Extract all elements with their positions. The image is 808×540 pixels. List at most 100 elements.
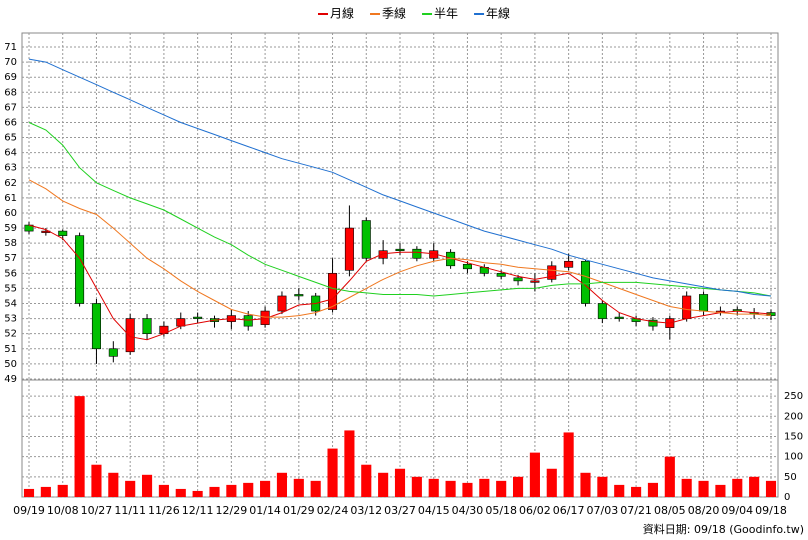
- candle-body: [597, 303, 607, 319]
- volume-bar: [732, 478, 743, 497]
- x-tick-label: 10/27: [81, 504, 113, 517]
- y-tick-label: 50: [4, 359, 17, 370]
- candle-body: [496, 273, 506, 277]
- volume-bar: [698, 480, 709, 497]
- volume-bar: [344, 430, 355, 497]
- volume-bar: [445, 480, 456, 497]
- volume-bar: [192, 490, 203, 497]
- x-tick-label: 03/12: [350, 504, 382, 517]
- x-tick-label: 08/05: [654, 504, 686, 517]
- volume-bar: [614, 484, 625, 497]
- candle-body: [58, 230, 68, 236]
- candle-body: [344, 227, 354, 271]
- candle-body: [580, 260, 591, 304]
- candle-body: [243, 315, 253, 327]
- volume-bar: [378, 472, 389, 497]
- y-tick-label: 60: [4, 208, 17, 219]
- volume-bar: [125, 480, 136, 497]
- candle-body: [142, 318, 152, 334]
- volume-bar: [462, 482, 473, 497]
- candle-body: [328, 273, 338, 310]
- candle-body: [648, 319, 658, 327]
- candle-body: [564, 260, 574, 268]
- x-tick-label: 09/04: [721, 504, 753, 517]
- volume-bar: [631, 486, 642, 497]
- legend-label: 年線: [486, 6, 510, 21]
- y-tick-label: 51: [4, 344, 17, 355]
- y-tick-label: 68: [4, 87, 17, 98]
- x-tick-label: 07/21: [620, 504, 652, 517]
- volume-bar: [40, 486, 51, 497]
- ma-line: [28, 122, 772, 297]
- y-tick-label: 50: [784, 472, 797, 483]
- volume-bar: [74, 396, 85, 497]
- candle-body: [260, 310, 270, 325]
- candle-body: [395, 248, 405, 252]
- y-tick-label: 66: [4, 117, 17, 128]
- volume-bar: [529, 452, 540, 497]
- ma-line: [28, 179, 772, 318]
- volume-bar: [597, 476, 608, 497]
- x-tick-label: 05/18: [485, 504, 517, 517]
- candle-body: [361, 220, 371, 259]
- y-tick-label: 71: [4, 42, 17, 53]
- candle-body: [24, 224, 34, 232]
- volume-bar: [479, 478, 490, 497]
- volume-bar: [91, 464, 102, 497]
- candle-body: [176, 318, 186, 327]
- candle-body: [378, 250, 388, 259]
- y-tick-label: 52: [4, 329, 17, 340]
- y-tick-label: 200: [784, 411, 803, 422]
- volume-bar: [141, 474, 153, 497]
- y-tick-label: 49: [4, 374, 17, 385]
- y-tick-label: 64: [4, 148, 17, 159]
- x-tick-label: 01/29: [283, 504, 315, 517]
- candle-body: [193, 316, 203, 319]
- volume-bar: [647, 482, 659, 497]
- volume-bar: [496, 480, 507, 497]
- candle-body: [547, 265, 557, 280]
- volume-bar: [512, 476, 524, 497]
- volume-bar: [209, 486, 220, 497]
- candle-body: [277, 295, 287, 312]
- candle-body: [125, 318, 135, 353]
- volume-bar: [749, 476, 760, 497]
- volume-bar: [563, 432, 574, 497]
- y-tick-label: 150: [784, 431, 803, 442]
- legend-label: 季線: [382, 6, 406, 21]
- y-tick-label: 56: [4, 268, 17, 279]
- x-tick-label: 12/11: [182, 504, 214, 517]
- volume-bar: [664, 456, 675, 497]
- x-tick-label: 04/15: [418, 504, 450, 517]
- x-tick-label: 07/03: [587, 504, 619, 517]
- volume-bar: [108, 472, 119, 497]
- y-tick-label: 63: [4, 163, 17, 174]
- candle-body: [462, 263, 472, 270]
- volume-bar: [681, 478, 692, 497]
- candle-body: [412, 248, 422, 259]
- volume-bar: [361, 464, 372, 497]
- x-tick-label: 11/11: [114, 504, 146, 517]
- x-tick-label: 12/29: [216, 504, 248, 517]
- ma-line: [28, 224, 772, 341]
- y-tick-label: 62: [4, 178, 17, 189]
- y-tick-label: 57: [4, 253, 17, 264]
- volume-bar: [226, 484, 237, 497]
- x-tick-label: 06/02: [519, 504, 551, 517]
- legend-label: 半年: [434, 7, 458, 21]
- y-tick-label: 67: [4, 102, 17, 113]
- x-tick-label: 10/08: [47, 504, 79, 517]
- candle-body: [91, 303, 101, 350]
- candle-body: [108, 348, 118, 357]
- y-tick-label: 55: [4, 283, 17, 294]
- x-tick-label: 01/14: [249, 504, 281, 517]
- y-tick-label: 61: [4, 193, 17, 204]
- volume-bar: [243, 482, 254, 497]
- candle-body: [682, 295, 692, 319]
- x-tick-label: 03/27: [384, 504, 416, 517]
- volume-bar: [310, 480, 321, 497]
- candle-body: [294, 294, 304, 297]
- volume-bar: [175, 488, 186, 497]
- candle-body: [614, 316, 624, 319]
- volume-bar: [327, 448, 338, 497]
